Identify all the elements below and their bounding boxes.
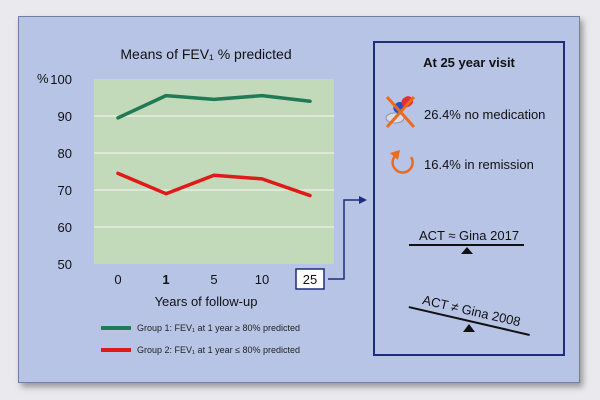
series-line-group-1	[116, 93, 312, 120]
plot-area	[94, 79, 334, 264]
series-lines	[116, 93, 312, 198]
tilted-scale-pivot	[463, 324, 475, 332]
connector-line	[328, 199, 360, 280]
y-axis-label: %	[37, 71, 49, 86]
balanced-scale-icon	[409, 244, 524, 254]
no-medication-text: 26.4% no medication	[424, 107, 545, 122]
y-tick-label: 90	[58, 109, 72, 124]
series-line-group-2	[116, 171, 312, 198]
y-tick-label: 70	[58, 183, 72, 198]
y-tick-labels: 100 90 80 70 60 50	[50, 72, 72, 272]
panel-title: At 25 year visit	[423, 55, 515, 70]
x-tick-highlight-box	[295, 268, 325, 290]
y-tick-label: 100	[50, 72, 72, 87]
legend-label-group-2: Group 2: FEV₁ at 1 year ≤ 80% predicted	[137, 345, 300, 355]
crossed-out-pill-icon	[385, 95, 416, 129]
figure-card: Means of FEV₁ % predicted % 100 90 80 70 60 5…	[18, 16, 580, 383]
remission-text: 16.4% in remission	[424, 157, 534, 172]
x-tick-label: 0	[114, 272, 121, 287]
act-gina-2017-text: ACT ≈ Gina 2017	[419, 228, 519, 243]
x-tick-label: 10	[255, 272, 269, 287]
y-tick-label: 50	[58, 257, 72, 272]
y-tick-label: 60	[58, 220, 72, 235]
tilted-scale-icon	[408, 306, 530, 336]
figure-svg: Means of FEV₁ % predicted % 100908070605…	[37, 41, 565, 356]
circular-arrow-icon	[390, 150, 414, 174]
connector-arrowhead	[359, 196, 367, 204]
legend-label-group-1: Group 1: FEV₁ at 1 year ≥ 80% predicted	[137, 323, 300, 333]
x-tick-label: 1	[162, 272, 169, 287]
x-tick-labels: 0 1 5 10 25	[114, 268, 325, 290]
x-tick-label: 5	[210, 272, 217, 287]
chart-title: Means of FEV₁ % predicted	[120, 46, 291, 62]
info-panel	[373, 41, 565, 356]
grid-lines	[94, 115, 334, 228]
x-tick-label: 25	[303, 272, 317, 287]
x-axis-label: Years of follow-up	[155, 294, 258, 309]
y-tick-label: 80	[58, 146, 72, 161]
